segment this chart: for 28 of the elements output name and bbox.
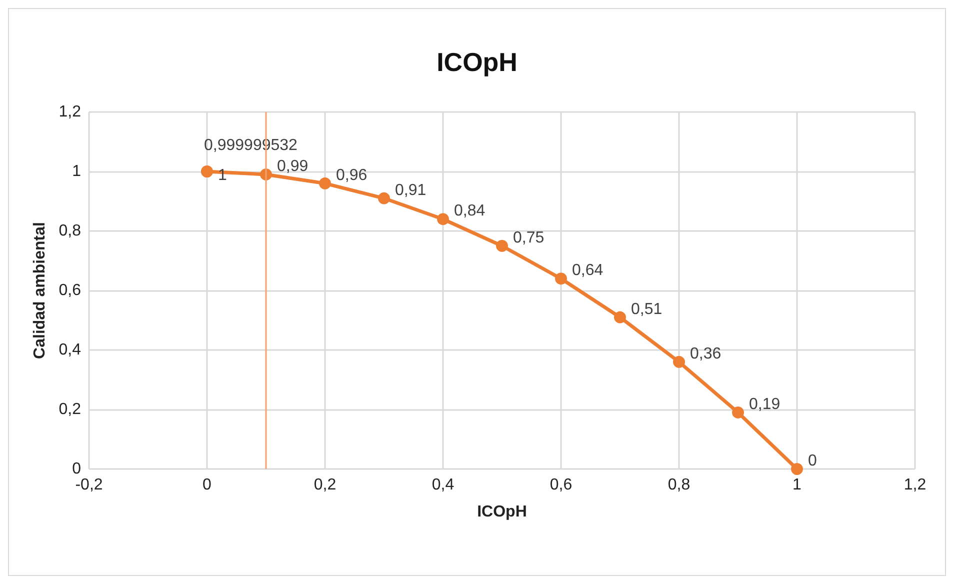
data-label: 0,84 <box>454 202 486 220</box>
x-axis-title: ICOpH <box>477 504 527 520</box>
y-tick-label: 0 <box>72 460 82 478</box>
x-tick-label: 0,6 <box>550 476 572 494</box>
y-tick-label: 1,2 <box>58 104 82 120</box>
data-label: 0,19 <box>749 396 780 413</box>
data-label: 0,91 <box>395 182 426 199</box>
x-tick-label: 1 <box>792 476 802 494</box>
y-tick-label: 0,2 <box>58 401 82 418</box>
chart-title: ICOpH <box>436 47 518 77</box>
y-tick-label: 0,8 <box>58 222 82 240</box>
y-tick-label: 0,4 <box>58 342 82 358</box>
data-label: 0,64 <box>572 262 604 280</box>
data-label: 0 <box>808 452 817 470</box>
y-tick-label: 1 <box>72 163 82 180</box>
y-axis-title: Calidad ambiental <box>31 222 48 359</box>
x-tick-label: 0,8 <box>668 476 690 494</box>
x-tick-label: -0,2 <box>75 476 103 494</box>
x-tick-label: 0,2 <box>314 476 336 494</box>
x-tick-label: 0,4 <box>432 476 454 494</box>
x-tick-label: 1,2 <box>904 476 926 494</box>
data-label: 0,36 <box>690 345 722 362</box>
data-label: 0,75 <box>513 229 544 246</box>
data-label: 0,96 <box>336 166 368 184</box>
data-label: 0,99 <box>277 158 308 175</box>
x-tick-label: 0 <box>202 476 212 494</box>
y-tick-label: 0,6 <box>58 282 82 299</box>
data-label: 0,51 <box>631 300 662 318</box>
